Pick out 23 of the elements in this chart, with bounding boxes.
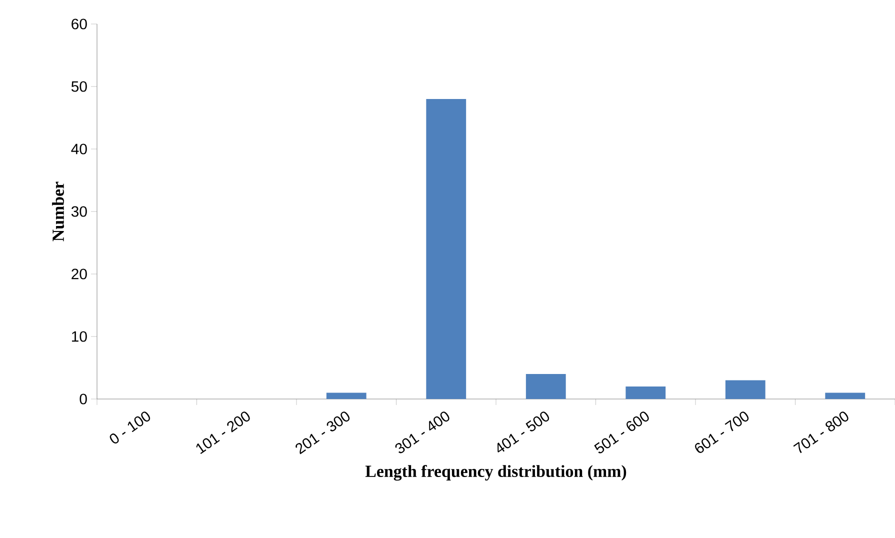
bar [626,386,666,399]
bar [526,374,566,399]
bar [426,99,466,399]
y-axis-title: Number [52,182,64,242]
x-tick-label: 301 - 400 [395,412,450,454]
y-tick-label: 50 [71,81,87,92]
bar [725,380,766,399]
x-tick-label: 501 - 600 [594,412,649,454]
x-tick-label: 401 - 500 [498,412,550,453]
x-tick-label: 0 - 100 [110,412,150,444]
y-tick-label: 30 [71,206,87,217]
x-tick-label: 701 - 800 [793,412,848,454]
y-tick-label: 0 [80,394,87,404]
y-tick-label: 60 [72,18,87,30]
y-tick-label: 40 [71,144,87,154]
bar [326,392,366,399]
x-axis-title: Length frequency distribution (mm) [365,464,626,481]
bar [825,392,866,399]
x-tick-label: 201 - 300 [296,412,350,454]
y-tick-label: 20 [72,268,87,280]
x-tick-label: 101 - 200 [196,412,250,454]
x-tick-label: 601 - 700 [695,412,749,453]
y-tick-label: 10 [72,331,87,342]
